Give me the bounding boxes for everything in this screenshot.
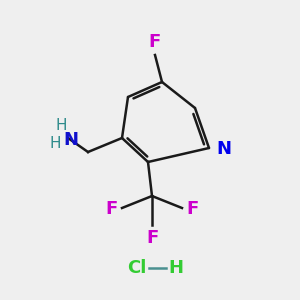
Text: H: H [168, 259, 183, 277]
Text: F: F [106, 200, 118, 218]
Text: N: N [216, 140, 231, 158]
Text: F: F [186, 200, 198, 218]
Text: N: N [64, 131, 79, 149]
Text: Cl: Cl [128, 259, 147, 277]
Text: F: F [149, 33, 161, 51]
Text: F: F [146, 229, 158, 247]
Text: H: H [55, 118, 67, 134]
Text: H: H [49, 136, 61, 151]
